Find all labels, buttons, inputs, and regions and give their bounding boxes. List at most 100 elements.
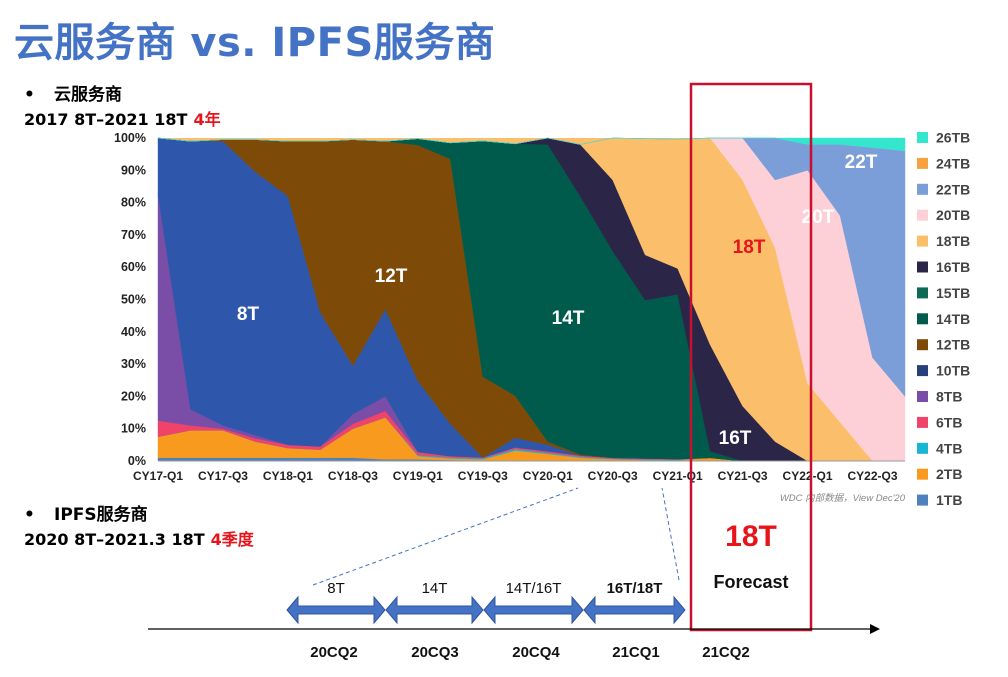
x-tick-label: CY17-Q1 <box>133 469 183 483</box>
timeline-quarter-label: 20CQ4 <box>512 644 560 661</box>
timeline-arrowhead <box>870 624 880 634</box>
legend-label-20tb: 20TB <box>936 207 970 223</box>
x-tick-label: CY22-Q1 <box>783 469 833 483</box>
legend-label-22tb: 22TB <box>936 181 970 197</box>
timeline-arrow <box>385 595 484 625</box>
cloud-bullet: • 云服务商 <box>24 80 122 105</box>
x-tick-label: CY22-Q3 <box>848 469 898 483</box>
zoom-line-right <box>661 487 680 581</box>
timeline-quarter-label: 20CQ2 <box>310 644 358 661</box>
timeline: 8T 14T 14T/16T 16T/18T 20CQ2 20CQ3 20CQ4 21CQ1 2… <box>286 580 750 661</box>
y-tick-label: 50% <box>121 293 146 307</box>
legend-swatch <box>917 261 928 273</box>
x-tick-label: CY20-Q3 <box>588 469 638 483</box>
y-tick-label: 10% <box>121 422 146 436</box>
legend-label-14tb: 14TB <box>936 311 970 327</box>
annotation-18t: 18T <box>733 237 766 258</box>
timeline-segment-label: 8T <box>327 580 345 597</box>
legend-label-12tb: 12TB <box>936 337 970 353</box>
x-tick-label: CY19-Q1 <box>393 469 443 483</box>
y-tick-label: 0% <box>128 454 146 468</box>
timeline-segment-label: 16T/18T <box>607 580 663 597</box>
x-tick-label: CY18-Q1 <box>263 469 313 483</box>
y-tick-label: 40% <box>121 325 146 339</box>
annotation-16t: 16T <box>719 428 752 449</box>
annotation-12t: 12T <box>375 266 408 287</box>
cloud-subline: 2017 8T–2021 18T 4年 <box>24 106 221 130</box>
legend-swatch <box>917 235 928 247</box>
y-axis: 0% 10% 20% 30% 40% 50% 60% 70% 80% 90% 100% <box>114 131 146 468</box>
timeline-arrow <box>483 595 584 625</box>
timeline-quarter-label: 20CQ3 <box>411 644 459 661</box>
legend-label-16tb: 16TB <box>936 259 970 275</box>
cloud-range: 2017 8T–2021 18T <box>24 110 188 129</box>
legend-label-18tb: 18TB <box>936 233 970 249</box>
forecast-label: Forecast <box>713 572 788 592</box>
legend-label-26tb: 26TB <box>936 130 970 146</box>
legend-swatch <box>917 287 928 299</box>
timeline-segment-label: 14T <box>422 580 448 597</box>
legend-swatch <box>917 132 928 143</box>
y-tick-label: 20% <box>121 389 146 403</box>
x-tick-label: CY21-Q3 <box>718 469 768 483</box>
timeline-arrow <box>583 595 686 625</box>
legend-label-10tb: 10TB <box>936 363 970 379</box>
legend-label-8tb: 8TB <box>936 389 962 405</box>
legend-swatch <box>917 209 928 221</box>
ipfs-range: 2020 8T–2021.3 18T <box>24 530 205 549</box>
timeline-quarter-label: 21CQ2 <box>702 644 750 661</box>
x-tick-label: CY18-Q3 <box>328 469 378 483</box>
legend-label-1tb: 1TB <box>936 492 962 508</box>
ipfs-subline: 2020 8T–2021.3 18T 4季度 <box>24 526 254 550</box>
legend-swatch <box>917 494 928 506</box>
timeline-arrow <box>286 595 386 625</box>
legend-swatch <box>917 442 928 454</box>
y-tick-label: 60% <box>121 260 146 274</box>
legend-swatch <box>917 339 928 351</box>
legend-label-24tb: 24TB <box>936 155 970 171</box>
legend-label-4tb: 4TB <box>936 440 962 456</box>
x-tick-label: CY17-Q3 <box>198 469 248 483</box>
legend-swatch <box>917 468 928 480</box>
chart-annotations: 8T 12T 14T 16T 18T 20T 22T <box>237 152 878 449</box>
x-tick-label: CY19-Q3 <box>458 469 508 483</box>
annotation-14t: 14T <box>552 308 585 329</box>
legend-swatch <box>917 157 928 169</box>
annotation-20t: 20T <box>802 207 835 228</box>
ipfs-bullet: • IPFS服务商 <box>24 500 148 525</box>
x-tick-label: CY20-Q1 <box>523 469 573 483</box>
legend-swatch <box>917 365 928 377</box>
source-note: WDC 内部数据，View Dec'20 <box>780 492 906 504</box>
y-tick-label: 70% <box>121 228 146 242</box>
page-title: 云服务商 vs. IPFS服务商 <box>14 20 496 66</box>
area-series-group <box>157 137 906 462</box>
legend-swatch <box>917 416 928 428</box>
y-tick-label: 80% <box>121 196 146 210</box>
area-26tb <box>157 137 906 152</box>
ipfs-duration: 4季度 <box>210 530 254 549</box>
legend: 26TB 24TB 22TB 20TB 18TB 16TB 15TB 14TB 12TB 10TB… <box>917 130 970 508</box>
bullet-mark: • <box>24 85 35 105</box>
zoom-line-left <box>312 487 579 586</box>
legend-label-15tb: 15TB <box>936 285 970 301</box>
timeline-quarter-label: 21CQ1 <box>612 644 660 661</box>
forecast-box <box>689 82 813 632</box>
cloud-heading: 云服务商 <box>54 85 122 105</box>
x-tick-label: CY21-Q1 <box>653 469 703 483</box>
y-tick-label: 100% <box>114 131 146 145</box>
legend-swatch <box>917 313 928 325</box>
cloud-duration: 4年 <box>193 110 221 129</box>
legend-swatch <box>917 391 928 402</box>
x-axis: CY17-Q1 CY17-Q3 CY18-Q1 CY18-Q3 CY19-Q1 CY19-… <box>133 460 905 483</box>
legend-label-2tb: 2TB <box>936 466 962 482</box>
annotation-22t: 22T <box>845 152 878 173</box>
y-tick-label: 90% <box>121 163 146 177</box>
timeline-segment-label: 14T/16T <box>506 580 562 597</box>
forecast-value: 18T <box>725 520 777 553</box>
bullet-mark: • <box>24 505 35 525</box>
ipfs-heading: IPFS服务商 <box>54 505 148 525</box>
legend-swatch <box>917 183 928 195</box>
annotation-8t: 8T <box>237 304 260 325</box>
y-tick-label: 30% <box>121 357 146 371</box>
